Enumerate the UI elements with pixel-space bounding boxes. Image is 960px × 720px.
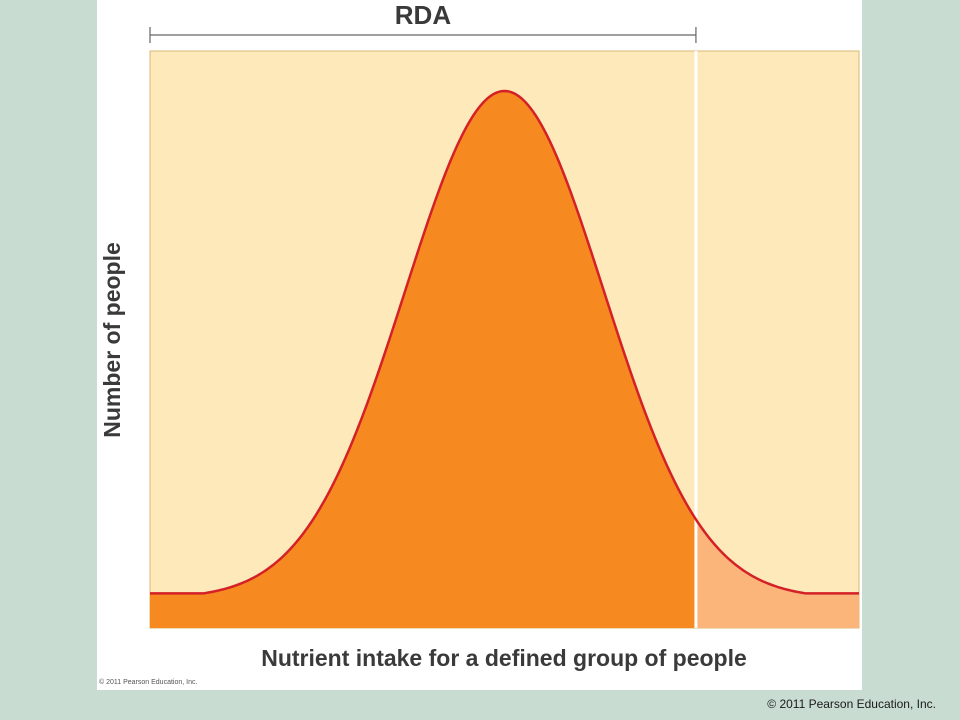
rda-title: RDA	[395, 0, 452, 30]
x-axis-label: Nutrient intake for a defined group of p…	[261, 645, 747, 671]
y-axis-label: Number of people	[99, 242, 125, 438]
figure-copyright: © 2011 Pearson Education, Inc.	[99, 678, 197, 686]
distribution-curve	[150, 89, 859, 595]
slide-copyright: © 2011 Pearson Education, Inc.	[767, 697, 936, 711]
rda-bracket	[149, 27, 697, 43]
area-below-rda	[150, 91, 696, 628]
area-above-rda	[695, 519, 859, 628]
